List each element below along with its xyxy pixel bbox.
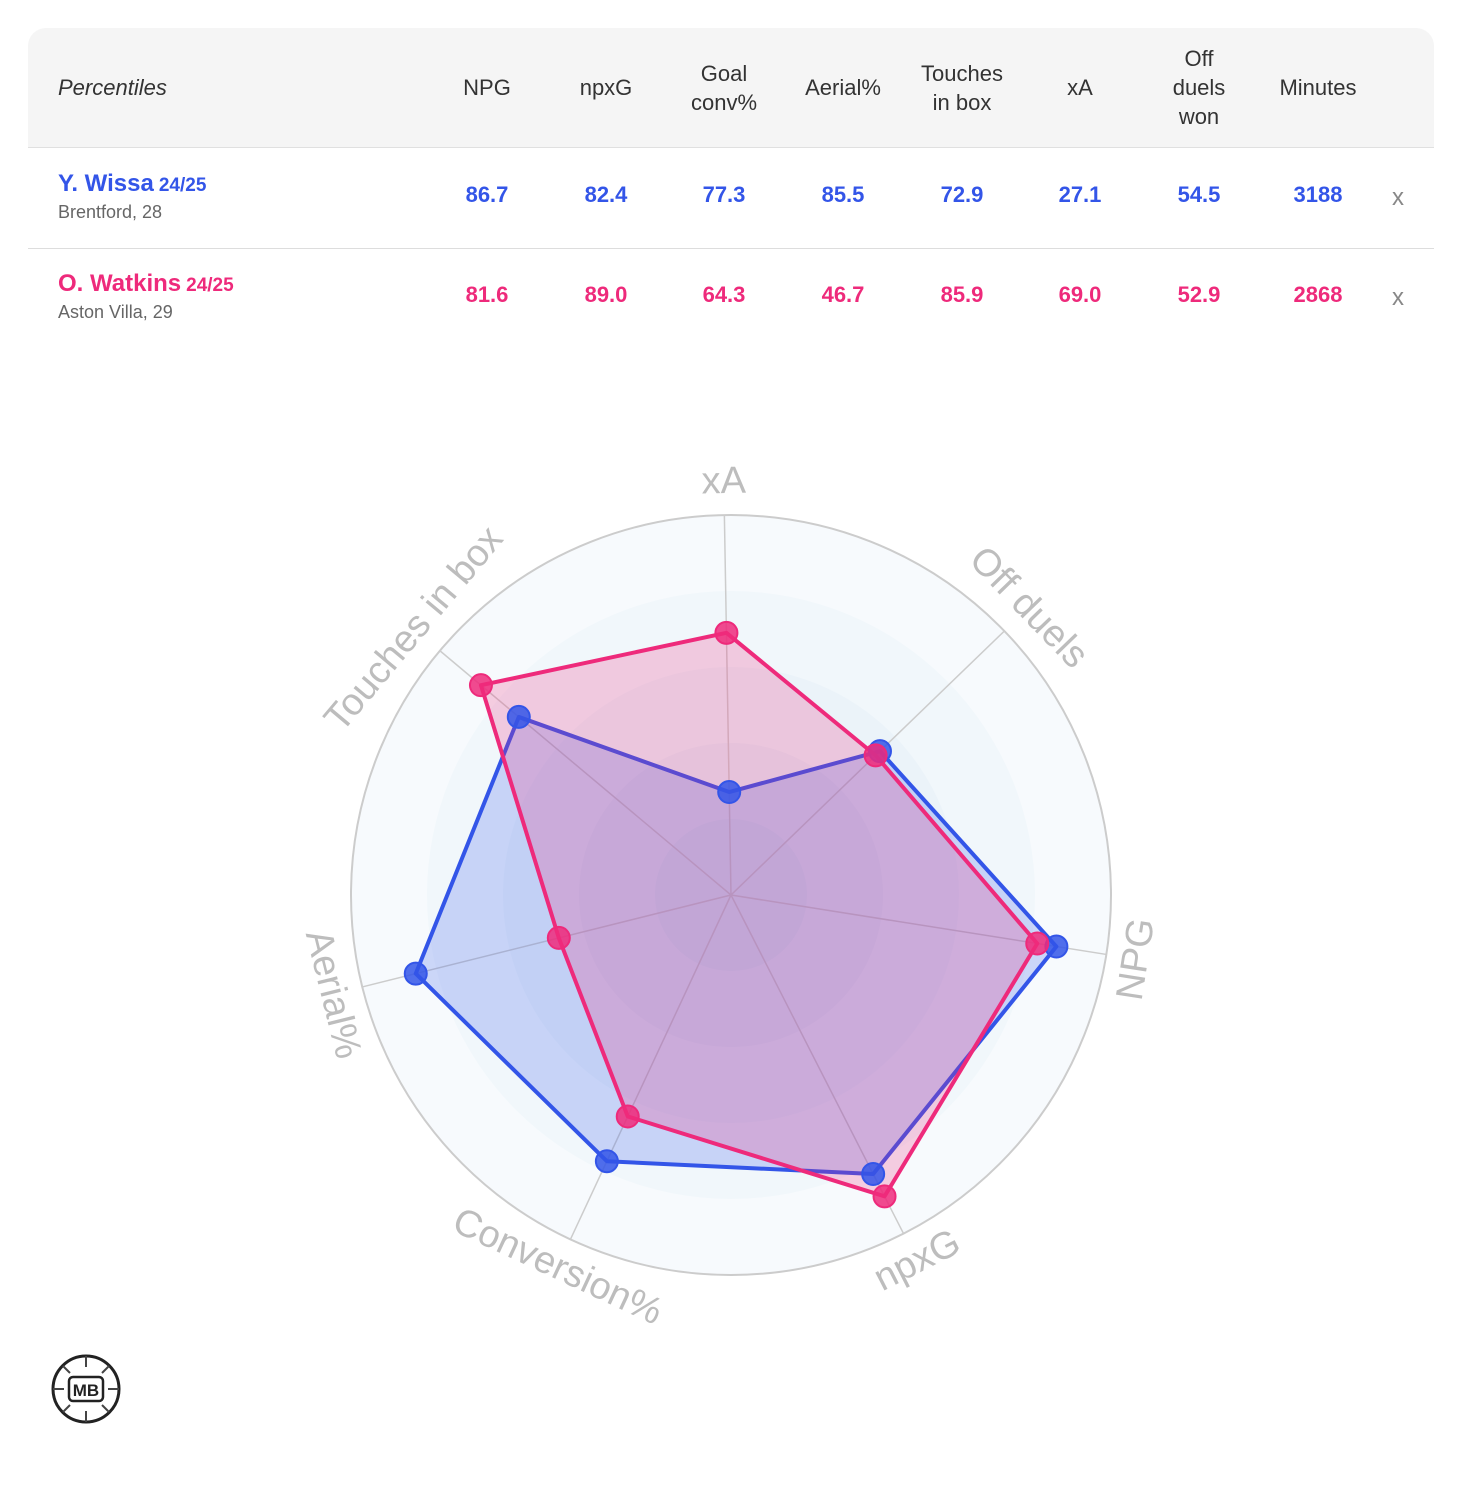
player-name-text: Y. Wissa <box>58 170 154 197</box>
column-header-line: in box <box>932 89 992 115</box>
remove-player-button[interactable]: x <box>1392 284 1404 311</box>
column-header-off-duels-won: Off duels won <box>1140 28 1258 147</box>
table-header: Percentiles NPG npxG Goal conv% Aerial% T… <box>28 28 1434 148</box>
data-point-wissa <box>717 780 742 805</box>
mb-logo: MB <box>51 1354 121 1424</box>
axis-label: xA <box>701 460 747 503</box>
column-header-line: NPG <box>463 75 511 100</box>
radar-outer-ring <box>350 514 1112 1276</box>
percentiles-label: Percentiles <box>58 75 167 100</box>
value-xa: 27.1 <box>1058 182 1102 207</box>
data-point-wissa <box>506 704 531 729</box>
data-point-watkins <box>546 925 571 950</box>
value-off-duels-won: 54.5 <box>1177 182 1221 207</box>
value-npxg: 89.0 <box>584 282 628 307</box>
column-header-line: xA <box>1067 75 1093 100</box>
data-point-watkins <box>872 1184 897 1209</box>
column-header-line: duels <box>1172 75 1226 100</box>
comparison-table: Percentiles NPG npxG Goal conv% Aerial% T… <box>28 28 1434 348</box>
player-name[interactable]: O. Watkins 24/25 <box>58 270 234 298</box>
value-off-duels-won: 52.9 <box>1177 282 1221 307</box>
value-minutes: 3188 <box>1293 182 1343 207</box>
column-header-line: Minutes <box>1279 75 1357 100</box>
player-name[interactable]: Y. Wissa 24/25 <box>58 170 206 198</box>
remove-player-button[interactable]: x <box>1392 184 1404 211</box>
value-touches-in-box: 72.9 <box>940 182 984 207</box>
data-point-wissa <box>403 961 428 986</box>
column-header-line: won <box>1178 104 1220 129</box>
data-point-wissa <box>594 1149 619 1174</box>
player-season: 24/25 <box>158 175 207 196</box>
radar-spoke <box>723 515 732 896</box>
value-minutes: 2868 <box>1293 282 1343 307</box>
value-goal-conv: 64.3 <box>702 282 746 307</box>
column-header-aerial: Aerial% <box>784 28 902 147</box>
column-header-line: Goal <box>700 60 748 86</box>
column-header-line: Touches <box>921 60 1003 86</box>
logo-text: MB <box>73 1381 99 1400</box>
data-point-watkins <box>863 743 888 768</box>
player-name-text: O. Watkins <box>58 270 182 297</box>
radar-spoke <box>569 894 732 1240</box>
column-header-line: npxG <box>579 75 633 100</box>
column-header-goal-conv: Goal conv% <box>665 28 783 147</box>
player-club-age: Aston Villa, 29 <box>58 302 173 322</box>
value-aerial: 46.7 <box>821 282 865 307</box>
column-header-npg: NPG <box>428 28 546 147</box>
table-row: Y. Wissa 24/25 Brentford, 28 86.7 82.4 77… <box>28 148 1434 249</box>
value-npg: 86.7 <box>465 182 509 207</box>
column-header-line: Aerial% <box>805 75 881 100</box>
data-point-watkins <box>714 620 739 645</box>
column-header-npxg: npxG <box>547 28 665 147</box>
column-header-minutes: Minutes <box>1259 28 1377 147</box>
column-header-xa: xA <box>1021 28 1139 147</box>
series-area-watkins <box>478 630 1040 1199</box>
player-club-age: Brentford, 28 <box>58 202 163 222</box>
value-npg: 81.6 <box>465 282 509 307</box>
value-goal-conv: 77.3 <box>702 182 746 207</box>
value-aerial: 85.5 <box>821 182 865 207</box>
data-point-watkins <box>1025 931 1050 956</box>
axis-label: NPG <box>1109 915 1163 1003</box>
data-point-watkins <box>615 1104 640 1129</box>
table-row: O. Watkins 24/25 Aston Villa, 29 81.6 89.… <box>28 248 1434 348</box>
player-season: 24/25 <box>186 275 234 296</box>
value-touches-in-box: 85.9 <box>940 282 984 307</box>
value-npxg: 82.4 <box>584 182 628 207</box>
series-area-wissa <box>413 714 1059 1176</box>
column-header-touches-in-box: Touches in box <box>903 28 1021 147</box>
data-point-watkins <box>468 673 493 698</box>
column-header-line: Off <box>1184 46 1214 71</box>
column-header-line: conv% <box>690 89 758 115</box>
data-point-wissa <box>861 1161 886 1186</box>
value-xa: 69.0 <box>1058 282 1102 307</box>
